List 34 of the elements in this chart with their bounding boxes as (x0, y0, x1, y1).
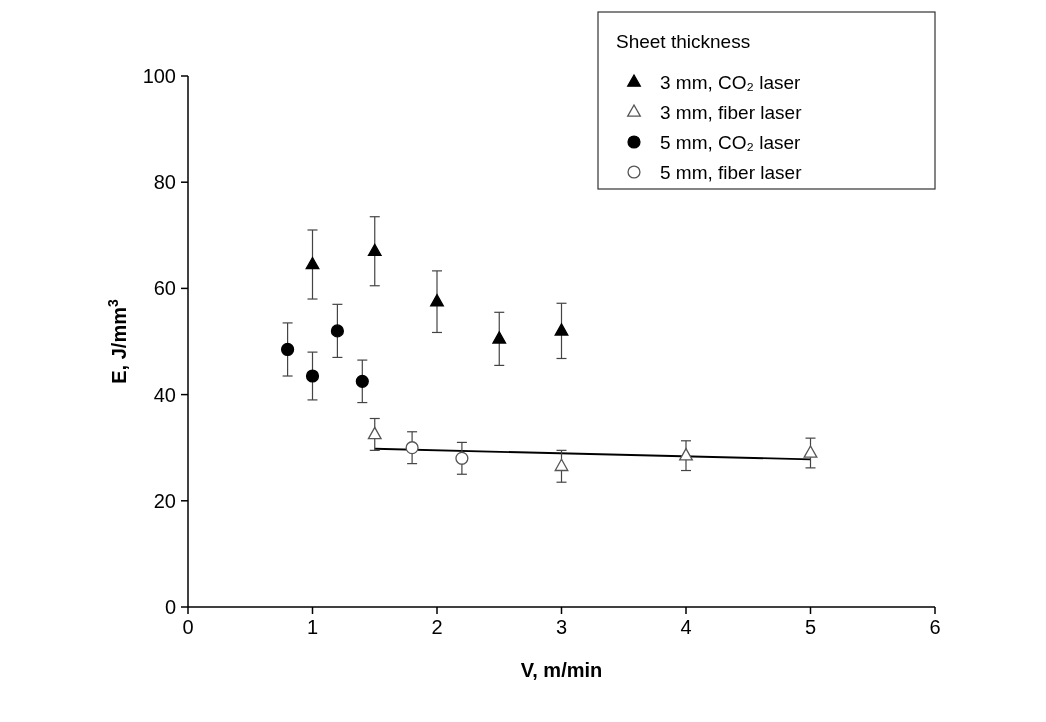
point (330, 324, 344, 338)
y-tick-label: 80 (153, 171, 176, 194)
point (305, 256, 320, 270)
legend-label: 5 mm, fiber laser (660, 162, 803, 183)
point (305, 369, 320, 383)
legend-label: 3 mm, fiber laser (660, 102, 803, 123)
point (405, 441, 419, 455)
x-axis-title: V, m/min (520, 659, 603, 681)
point (455, 451, 469, 465)
x-tick-label: 1 (306, 616, 319, 638)
x-tick-label: 3 (555, 616, 568, 638)
x-tick-label: 4 (680, 616, 692, 638)
y-tick-label: 40 (153, 383, 176, 406)
point (367, 426, 382, 440)
point (554, 323, 569, 336)
x-tick-label: 6 (929, 616, 941, 638)
x-tick-label: 0 (182, 616, 194, 638)
point (281, 342, 295, 357)
legend-title: Sheet thickness (616, 31, 751, 52)
y-tick-label: 100 (142, 65, 176, 87)
point (355, 374, 369, 388)
legend-label: 5 mm, CO₂ laser (660, 132, 802, 153)
point (679, 448, 693, 461)
point (554, 458, 569, 472)
point (367, 243, 382, 257)
y-tick-label: 0 (164, 596, 176, 618)
legend-label: 3 mm, CO₂ laser (660, 72, 802, 93)
x-tick-label: 2 (431, 616, 443, 638)
x-tick-label: 5 (804, 616, 817, 638)
point (492, 331, 507, 344)
point (430, 294, 444, 307)
y-tick-label: 60 (153, 277, 176, 300)
point (803, 445, 818, 458)
y-tick-label: 20 (153, 489, 176, 512)
